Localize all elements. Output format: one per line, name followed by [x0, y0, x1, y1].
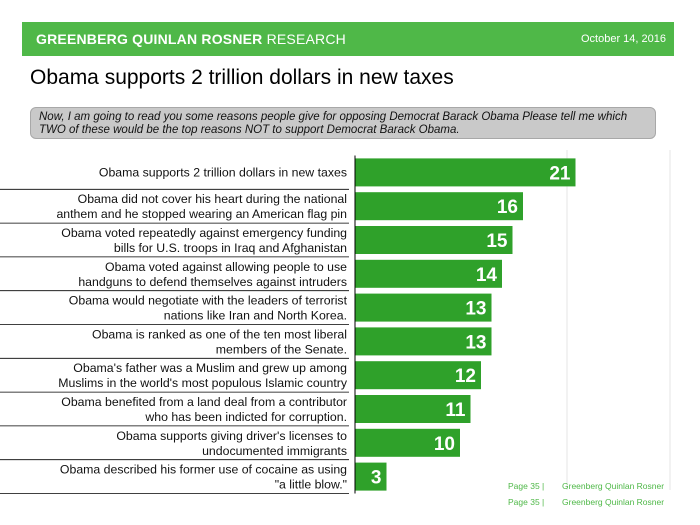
footer-org-2: Greenberg Quinlan Rosner [562, 497, 665, 507]
category-label: who has been indicted for corruption. [144, 410, 347, 424]
category-label: Obama did not cover his heart during the… [78, 192, 347, 206]
category-label: undocumented immigrants [202, 444, 347, 458]
header-bar: GREENBERG QUINLAN ROSNER RESEARCH Octobe… [22, 22, 674, 56]
question-text: Now, I am going to read you some reasons… [39, 111, 628, 136]
bar-value-label: 10 [434, 434, 455, 455]
bar [355, 158, 576, 187]
bar-value-label: 21 [549, 163, 571, 184]
footer-page-1: Page 35 | [508, 481, 545, 491]
brand-suffix: RESEARCH [262, 31, 346, 47]
bar [355, 462, 387, 491]
bar [355, 327, 492, 356]
category-label: Obama voted repeatedly against emergency… [61, 226, 347, 240]
category-label: bills for U.S. troops in Iraq and Afghan… [114, 241, 347, 255]
bar-value-label: 13 [465, 332, 486, 353]
bar-value-label: 16 [497, 197, 518, 218]
bar-value-label: 12 [455, 366, 476, 387]
brand-logo: GREENBERG QUINLAN ROSNER RESEARCH [36, 31, 346, 47]
bar [355, 395, 471, 423]
category-label: "a little blow." [275, 478, 347, 492]
bar [355, 192, 523, 221]
bar [355, 361, 481, 390]
question-box: Now, I am going to read you some reasons… [30, 107, 656, 139]
category-label: Obama supports giving driver's licenses … [116, 429, 347, 443]
category-label: Muslims in the world's most populous Isl… [58, 376, 348, 390]
category-label: Obama would negotiate with the leaders o… [69, 294, 348, 308]
bar-value-label: 3 [371, 468, 382, 489]
footer-page-2: Page 35 | [508, 497, 545, 507]
bar [355, 428, 460, 457]
bar-value-label: 14 [476, 265, 498, 286]
category-label: Obama benefited from a land deal from a … [61, 395, 347, 409]
bar [355, 259, 502, 288]
category-label: Obama voted against allowing people to u… [105, 260, 347, 274]
category-label: Obama supports 2 trillion dollars in new… [99, 165, 347, 179]
category-label: anthem and he stopped wearing an America… [56, 207, 347, 221]
footer-org-1: Greenberg Quinlan Rosner [562, 481, 665, 491]
header-date: October 14, 2016 [580, 33, 666, 45]
category-label: Obama described his former use of cocain… [60, 463, 347, 477]
bar-value-label: 15 [486, 231, 508, 252]
brand-name: GREENBERG QUINLAN ROSNER [36, 31, 263, 47]
category-label: handguns to defend themselves against in… [78, 275, 347, 289]
bar [355, 293, 492, 322]
bar-value-label: 13 [465, 299, 486, 320]
category-label: members of the Senate. [216, 342, 347, 356]
slide-title: Obama supports 2 trillion dollars in new… [30, 66, 454, 89]
bar-value-label: 11 [445, 400, 466, 421]
bar [355, 226, 513, 254]
category-label: Obama's father was a Muslim and grew up … [73, 361, 347, 375]
category-label: nations like Iran and North Korea. [164, 309, 347, 323]
category-label: Obama is ranked as one of the ten most l… [92, 327, 347, 341]
